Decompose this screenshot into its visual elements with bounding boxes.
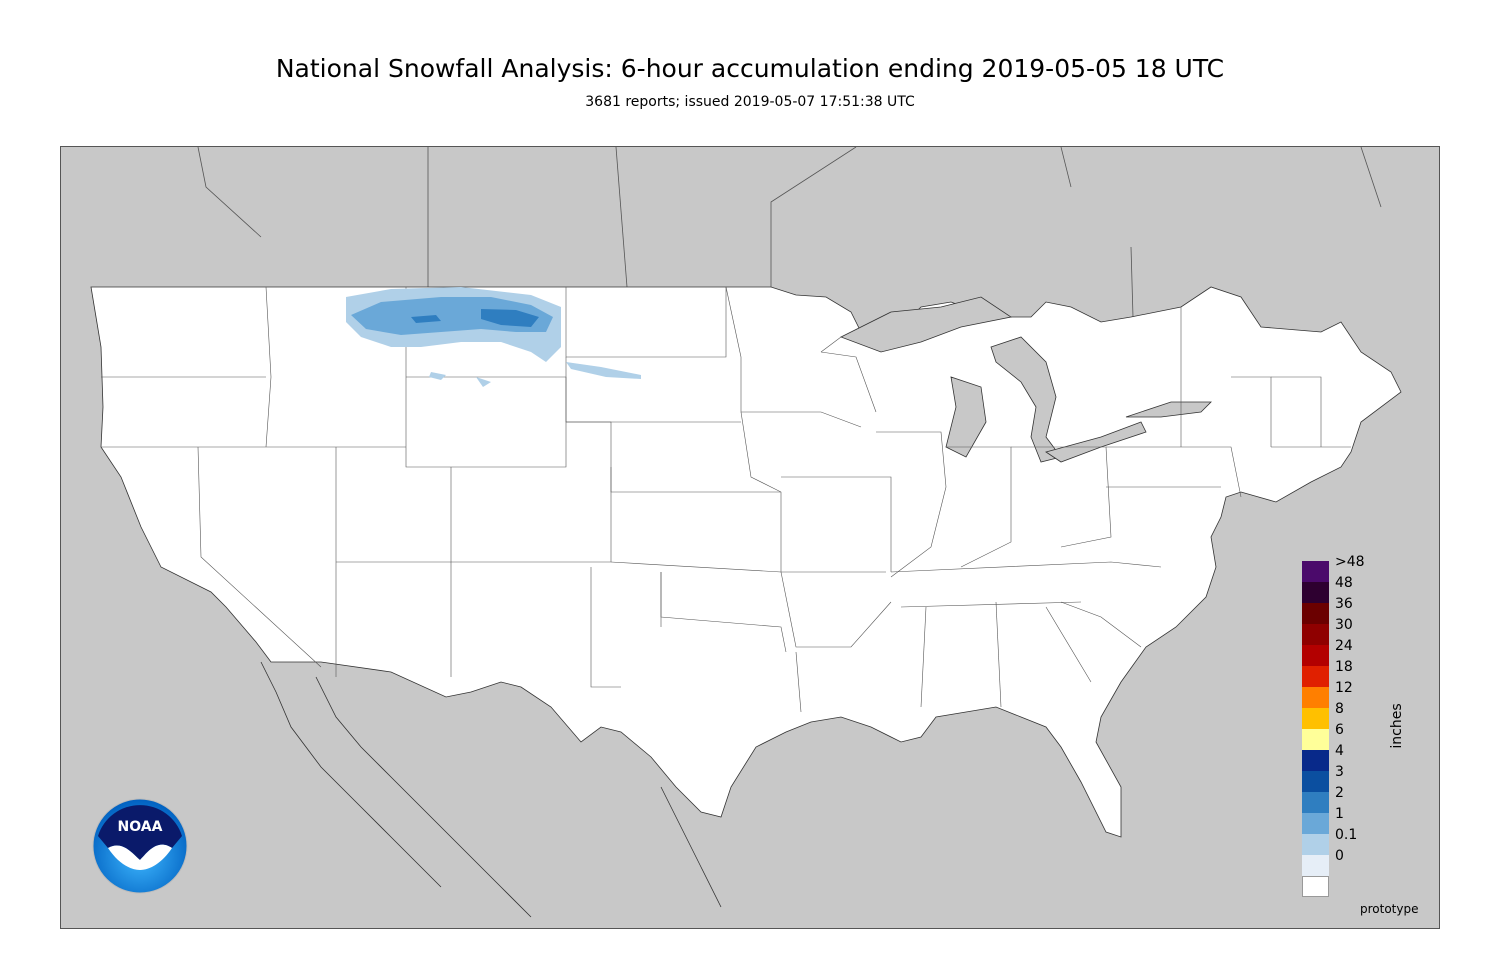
snowfall-map [60, 146, 1440, 929]
legend-swatch [1302, 855, 1329, 876]
legend-label: 8 [1335, 701, 1344, 717]
legend-labels: >48 48 36 30 24 18 12 8 6 4 3 2 1 0.1 0 [1335, 552, 1365, 867]
legend-label: 0 [1335, 848, 1344, 864]
map-subtitle: 3681 reports; issued 2019-05-07 17:51:38… [585, 94, 915, 110]
legend-label: 6 [1335, 722, 1344, 738]
state-borders [101, 286, 1351, 713]
mexico-coast [260, 661, 722, 918]
legend-label: 3 [1335, 764, 1344, 780]
legend-label: 48 [1335, 575, 1353, 591]
legend-label: 1 [1335, 806, 1344, 822]
legend-swatch [1302, 624, 1329, 645]
noaa-logo: NOAA [92, 798, 188, 894]
legend-swatch [1302, 813, 1329, 834]
legend-label: 0.1 [1335, 827, 1358, 843]
logo-text: NOAA [118, 819, 163, 835]
legend-label: 18 [1335, 659, 1353, 675]
snowfall-areas [346, 287, 641, 387]
legend-swatch [1302, 582, 1329, 603]
legend-swatch [1302, 603, 1329, 624]
legend-swatch [1302, 750, 1329, 771]
legend-label: 36 [1335, 596, 1353, 612]
great-lakes [840, 296, 1212, 463]
legend-swatch [1302, 687, 1329, 708]
map-svg [90, 147, 1402, 918]
legend-swatch [1302, 729, 1329, 750]
legend-swatch [1302, 876, 1329, 897]
legend-swatch [1302, 834, 1329, 855]
legend-unit-label: inches [1389, 703, 1405, 749]
legend-label: 12 [1335, 680, 1353, 696]
legend-swatch [1302, 645, 1329, 666]
legend-swatch [1302, 666, 1329, 687]
legend-label: 2 [1335, 785, 1344, 801]
legend-label: 4 [1335, 743, 1344, 759]
legend-label: 30 [1335, 617, 1353, 633]
legend-swatch [1302, 771, 1329, 792]
legend-swatch [1302, 792, 1329, 813]
legend-swatch [1302, 708, 1329, 729]
legend-label: >48 [1335, 554, 1365, 570]
conus-land [90, 286, 1402, 838]
prototype-watermark: prototype [1360, 902, 1419, 916]
color-legend [1302, 561, 1329, 897]
legend-label: 24 [1335, 638, 1353, 654]
legend-swatch [1302, 561, 1329, 582]
map-title: National Snowfall Analysis: 6-hour accum… [275, 54, 1225, 83]
